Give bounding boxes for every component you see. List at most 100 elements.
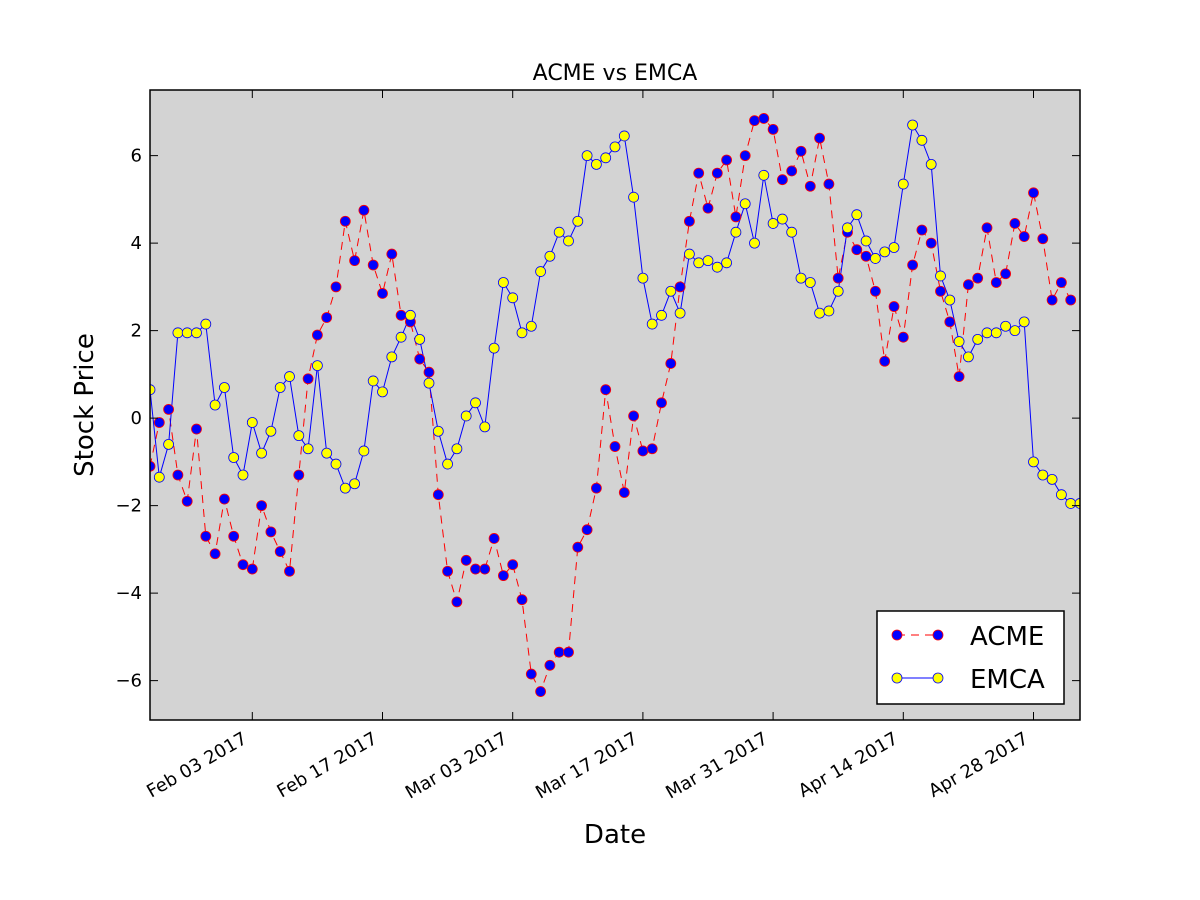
data-point-emca — [265, 425, 277, 437]
data-point-emca — [832, 285, 844, 297]
data-point-emca — [953, 336, 965, 347]
data-point-emca — [618, 130, 630, 142]
data-point-emca — [674, 307, 686, 319]
series-layer — [150, 113, 1080, 697]
data-point-acme — [730, 211, 742, 223]
data-point-acme — [200, 530, 212, 542]
data-point-acme — [237, 559, 249, 571]
data-point-emca — [274, 382, 286, 393]
data-point-emca — [646, 318, 658, 330]
data-point-acme — [535, 686, 546, 697]
data-point-emca — [897, 178, 909, 190]
data-point-acme — [284, 565, 295, 577]
legend-marker-emca — [932, 672, 944, 684]
data-point-emca — [990, 327, 1002, 339]
data-point-acme — [497, 570, 509, 582]
data-point-emca — [404, 309, 416, 321]
data-point-acme — [1028, 187, 1039, 199]
data-point-emca — [563, 235, 574, 247]
legend-marker-acme — [891, 629, 903, 641]
data-point-emca — [1056, 489, 1067, 501]
data-point-emca — [767, 218, 779, 229]
data-point-acme — [944, 316, 956, 328]
data-point-emca — [572, 215, 584, 227]
data-point-emca — [786, 226, 798, 238]
data-point-emca — [535, 266, 546, 277]
data-point-acme — [963, 279, 974, 291]
data-point-acme — [628, 410, 639, 422]
data-point-acme — [321, 312, 333, 323]
data-point-acme — [218, 493, 230, 505]
data-point-acme — [1056, 277, 1067, 288]
data-point-acme — [460, 554, 472, 566]
data-point-emca — [256, 447, 268, 459]
data-point-acme — [990, 277, 1002, 288]
data-point-acme — [330, 281, 342, 293]
data-point-emca — [758, 169, 770, 181]
data-point-emca — [879, 246, 891, 258]
data-point-acme — [916, 224, 928, 236]
data-point-acme — [1009, 218, 1021, 229]
data-point-acme — [451, 596, 463, 608]
data-point-emca — [507, 292, 519, 304]
data-point-emca — [823, 305, 835, 317]
data-point-emca — [860, 235, 872, 247]
series-line-acme — [150, 117, 1072, 693]
data-point-acme — [544, 659, 556, 671]
data-point-acme — [516, 594, 528, 606]
data-point-emca — [609, 141, 621, 153]
data-point-emca — [544, 250, 556, 262]
data-point-acme — [1046, 294, 1058, 306]
data-point-emca — [228, 452, 240, 463]
data-point-emca — [414, 333, 426, 345]
data-point-emca — [191, 327, 202, 339]
data-point-acme — [786, 165, 798, 177]
data-point-emca — [591, 158, 602, 170]
data-point-acme — [367, 259, 379, 271]
data-point-acme — [749, 115, 760, 127]
data-point-emca — [1065, 498, 1077, 509]
data-point-emca — [851, 209, 863, 221]
data-point-acme — [581, 524, 593, 536]
data-point-acme — [618, 487, 630, 498]
data-point-emca — [963, 351, 974, 363]
data-point-acme — [150, 460, 156, 472]
data-point-emca — [497, 277, 509, 288]
data-point-emca — [339, 482, 351, 494]
data-point-emca — [432, 425, 444, 437]
y-tick-label: −4 — [115, 583, 142, 604]
data-point-emca — [684, 248, 695, 260]
data-point-acme — [804, 180, 816, 192]
data-point-acme — [488, 533, 500, 544]
data-point-acme — [721, 154, 732, 166]
data-point-acme — [600, 384, 612, 396]
plot-frame — [149, 89, 1081, 721]
data-point-emca — [488, 342, 500, 354]
data-point-acme — [525, 668, 537, 680]
data-point-acme — [646, 443, 658, 455]
data-point-emca — [916, 134, 928, 146]
data-point-emca — [925, 158, 937, 170]
data-point-emca — [749, 237, 760, 249]
data-point-emca — [172, 327, 184, 339]
data-point-emca — [1018, 316, 1030, 328]
data-point-emca — [870, 253, 881, 264]
data-point-acme — [953, 371, 965, 382]
data-point-emca — [730, 226, 742, 238]
data-point-acme — [386, 248, 398, 260]
data-point-emca — [442, 458, 454, 470]
data-point-acme — [442, 565, 454, 577]
data-point-emca — [693, 257, 705, 269]
data-point-emca — [935, 270, 946, 282]
data-point-emca — [181, 327, 193, 339]
data-point-acme — [637, 445, 649, 457]
data-point-emca — [367, 375, 379, 387]
data-point-acme — [563, 646, 574, 658]
legend-marker-emca — [891, 672, 903, 684]
data-point-emca — [1028, 456, 1039, 468]
data-point-acme — [609, 441, 621, 452]
data-point-acme — [553, 646, 565, 658]
data-point-acme — [1000, 268, 1011, 280]
data-point-acme — [172, 469, 184, 481]
